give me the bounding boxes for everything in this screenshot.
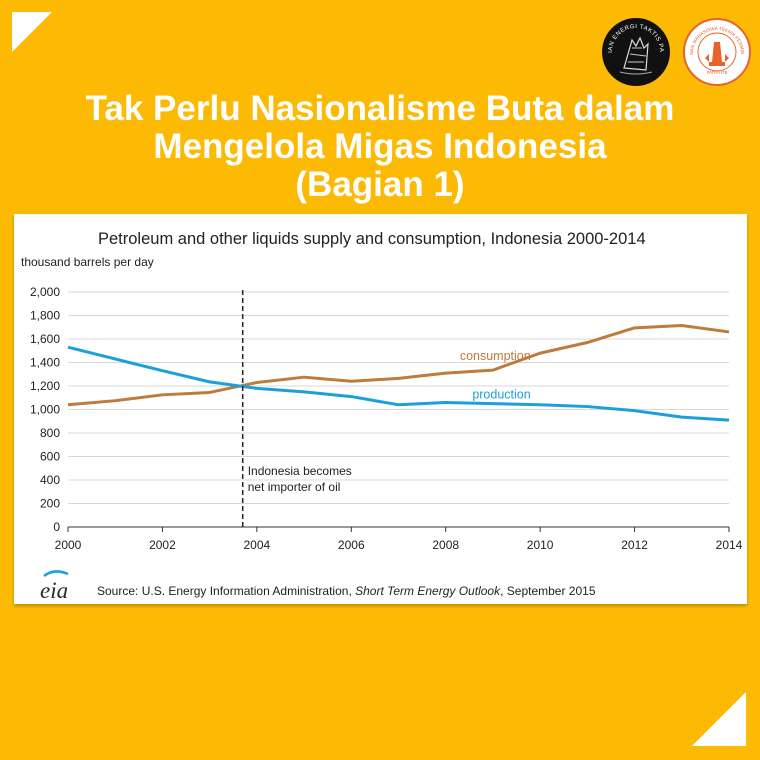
x-tick-label: 2002: [149, 538, 176, 552]
x-tick-label: 2004: [244, 538, 271, 552]
series-label-consumption: consumption: [460, 349, 531, 363]
kajian-energi-logo: KAJIAN ENERGI TAKTIS PATRA: [602, 18, 670, 86]
y-tick-label: 1,200: [30, 379, 60, 393]
annotation-line-2: net importer of oil: [248, 480, 341, 494]
y-tick-label: 1,600: [30, 332, 60, 346]
headline: Tak Perlu Nasionalisme Buta dalam Mengel…: [0, 90, 760, 204]
x-tick-label: 2006: [338, 538, 365, 552]
svg-text:PATRA ITB: PATRA ITB: [707, 70, 728, 75]
eia-logo-swoosh: [43, 570, 69, 578]
y-tick-label: 800: [40, 426, 60, 440]
patra-itb-logo: HIMPUNAN MAHASISWA TEKNIK PERMINYAKAN PA…: [683, 18, 751, 86]
x-tick-label: 2010: [527, 538, 554, 552]
y-tick-label: 2,000: [30, 285, 60, 299]
y-tick-label: 1,000: [30, 403, 60, 417]
y-axis-label: thousand barrels per day: [21, 255, 154, 269]
headline-line-3: (Bagian 1): [295, 165, 465, 204]
x-tick-label: 2000: [55, 538, 82, 552]
annotation-line-1: Indonesia becomes: [248, 464, 352, 478]
y-tick-label: 600: [40, 450, 60, 464]
y-tick-label: 400: [40, 473, 60, 487]
chart-card: Petroleum and other liquids supply and c…: [14, 214, 747, 604]
headline-line-1: Tak Perlu Nasionalisme Buta dalam: [85, 89, 675, 128]
line-chart: Petroleum and other liquids supply and c…: [21, 230, 743, 603]
corner-triangle-bottom-right: [692, 692, 746, 746]
corner-triangle-top-left: [12, 12, 52, 52]
y-tick-label: 1,400: [30, 356, 60, 370]
y-tick-label: 1,800: [30, 309, 60, 323]
eia-logo: eia: [40, 578, 68, 603]
source-note: Source: U.S. Energy Information Administ…: [97, 584, 596, 598]
headline-line-2: Mengelola Migas Indonesia: [153, 127, 607, 166]
chart-title: Petroleum and other liquids supply and c…: [98, 230, 646, 248]
series-label-production: production: [472, 387, 530, 401]
y-tick-label: 0: [53, 520, 60, 534]
series-line-consumption: [67, 323, 730, 407]
x-tick-label: 2008: [432, 538, 459, 552]
x-tick-label: 2012: [621, 538, 648, 552]
y-tick-label: 200: [40, 497, 60, 511]
x-tick-label: 2014: [716, 538, 743, 552]
